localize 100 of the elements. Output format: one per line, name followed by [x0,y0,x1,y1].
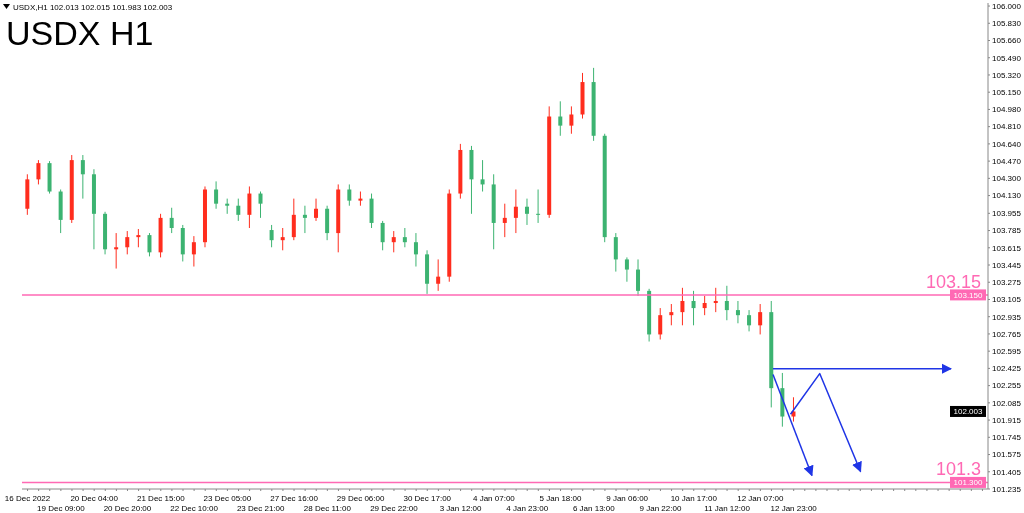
candlestick [747,309,752,332]
candlestick [724,285,729,321]
candlestick [480,159,485,193]
candlestick [147,232,152,257]
x-tick-label: 20 Dec 04:00 [70,494,119,503]
candlestick [280,227,285,251]
x-tick-label: 9 Jan 22:00 [639,504,682,513]
y-tick-label: 105.660 [992,36,1022,46]
y-tick-label: 104.640 [992,139,1022,149]
x-tick-label: 21 Dec 15:00 [137,494,186,503]
candlestick [80,154,85,200]
y-tick-label: 102.595 [992,347,1022,356]
y-tick-label: 105.490 [992,53,1022,63]
candlestick [502,203,507,238]
candlestick [558,100,563,137]
x-tick-label: 9 Jan 06:00 [606,494,649,503]
candlestick [269,224,274,248]
x-tick-label: 22 Dec 10:00 [170,504,219,513]
annotation: USDX,H1 102.013 102.015 101.983 102.003 [13,3,173,12]
candlestick [624,256,629,283]
candlestick [191,235,196,268]
y-tick-label: 105.150 [992,88,1022,98]
candlestick [413,232,418,268]
candlestick [136,228,141,248]
y-tick-label: 103.445 [992,260,1022,270]
y-tick-label: 104.470 [992,156,1022,166]
x-tick-label: 16 Dec 2022 [4,494,51,503]
candlestick [524,198,529,226]
x-tick-label: 29 Dec 22:00 [370,504,419,513]
y-tick-label: 103.955 [992,209,1022,219]
y-tick-label: 104.810 [992,122,1022,132]
candlestick [125,230,130,255]
y-tick-label: 102.425 [992,364,1022,374]
candlestick [258,191,263,219]
y-tick-label: 103.105 [992,295,1022,305]
x-tick-label: 28 Dec 11:00 [303,504,352,513]
chart-title: USDX H1 [6,14,154,52]
y-tick-label: 106.000 [992,1,1022,11]
candlestick [636,258,641,297]
candlestick [536,188,541,224]
y-tick-label: 101.915 [992,415,1022,425]
y-tick-label: 104.130 [992,191,1022,201]
x-tick-label: 29 Dec 06:00 [336,494,385,503]
candlestick [613,232,618,273]
candlestick [169,207,174,234]
x-tick-label: 5 Jan 18:00 [539,494,582,503]
x-tick-label: 12 Jan 23:00 [770,504,818,513]
y-tick-label: 105.320 [992,70,1022,80]
candlestick [735,300,740,324]
y-tick-label: 102.935 [992,312,1022,322]
candlestick [402,227,407,248]
y-tick-label: 103.785 [992,226,1022,236]
x-tick-label: 4 Jan 07:00 [472,494,516,503]
y-tick-label: 104.300 [992,174,1022,184]
candlestick [436,258,441,292]
candlestick [513,188,518,234]
candlestick [114,232,119,270]
candlestick [247,185,252,229]
candlestick [658,307,663,340]
y-tick-label: 101.235 [992,484,1022,494]
x-tick-label: 27 Dec 16:00 [270,494,319,503]
y-tick-label: 102.085 [992,398,1022,408]
y-tick-label: 105.830 [992,19,1022,29]
annotation: 103.150 [953,290,984,300]
annotation: 102.003 [953,407,984,417]
y-tick-label: 102.255 [992,381,1022,391]
annotation: 101.300 [953,478,984,488]
x-tick-label: 4 Jan 23:00 [506,504,549,513]
x-tick-label: 30 Dec 17:00 [403,494,452,503]
candlestick [314,198,319,222]
x-tick-label: 12 Jan 07:00 [737,494,785,503]
candlestick [669,303,674,326]
ref-line-label: 103.15 [925,271,981,292]
y-tick-label: 102.765 [992,329,1022,339]
candlestick [758,303,763,335]
x-tick-label: 3 Jan 12:00 [439,504,483,513]
candlestick [680,287,685,326]
x-tick-label: 20 Dec 20:00 [103,504,152,513]
candlestick [702,295,707,316]
y-tick-label: 101.405 [992,467,1022,477]
candlestick [569,105,574,135]
candlestick [236,198,241,222]
y-tick-label: 101.745 [992,433,1022,443]
y-tick-label: 103.275 [992,278,1022,288]
x-tick-label: 19 Dec 09:00 [37,504,86,513]
candlestick [380,220,385,251]
candlestick [291,198,296,241]
y-tick-label: 101.575 [992,450,1022,460]
y-tick-label: 104.980 [992,105,1022,115]
y-tick-label: 103.615 [992,243,1022,253]
candlestick [214,180,219,210]
ref-line-label: 101.3 [935,459,981,480]
candlestick [391,230,396,253]
x-tick-label: 23 Dec 21:00 [236,504,286,513]
candlestick [302,205,307,234]
x-tick-label: 23 Dec 05:00 [203,494,252,503]
x-tick-label: 11 Jan 12:00 [704,504,751,513]
candlestick [347,183,352,207]
candlestick [36,159,41,185]
candlestick [713,287,718,313]
